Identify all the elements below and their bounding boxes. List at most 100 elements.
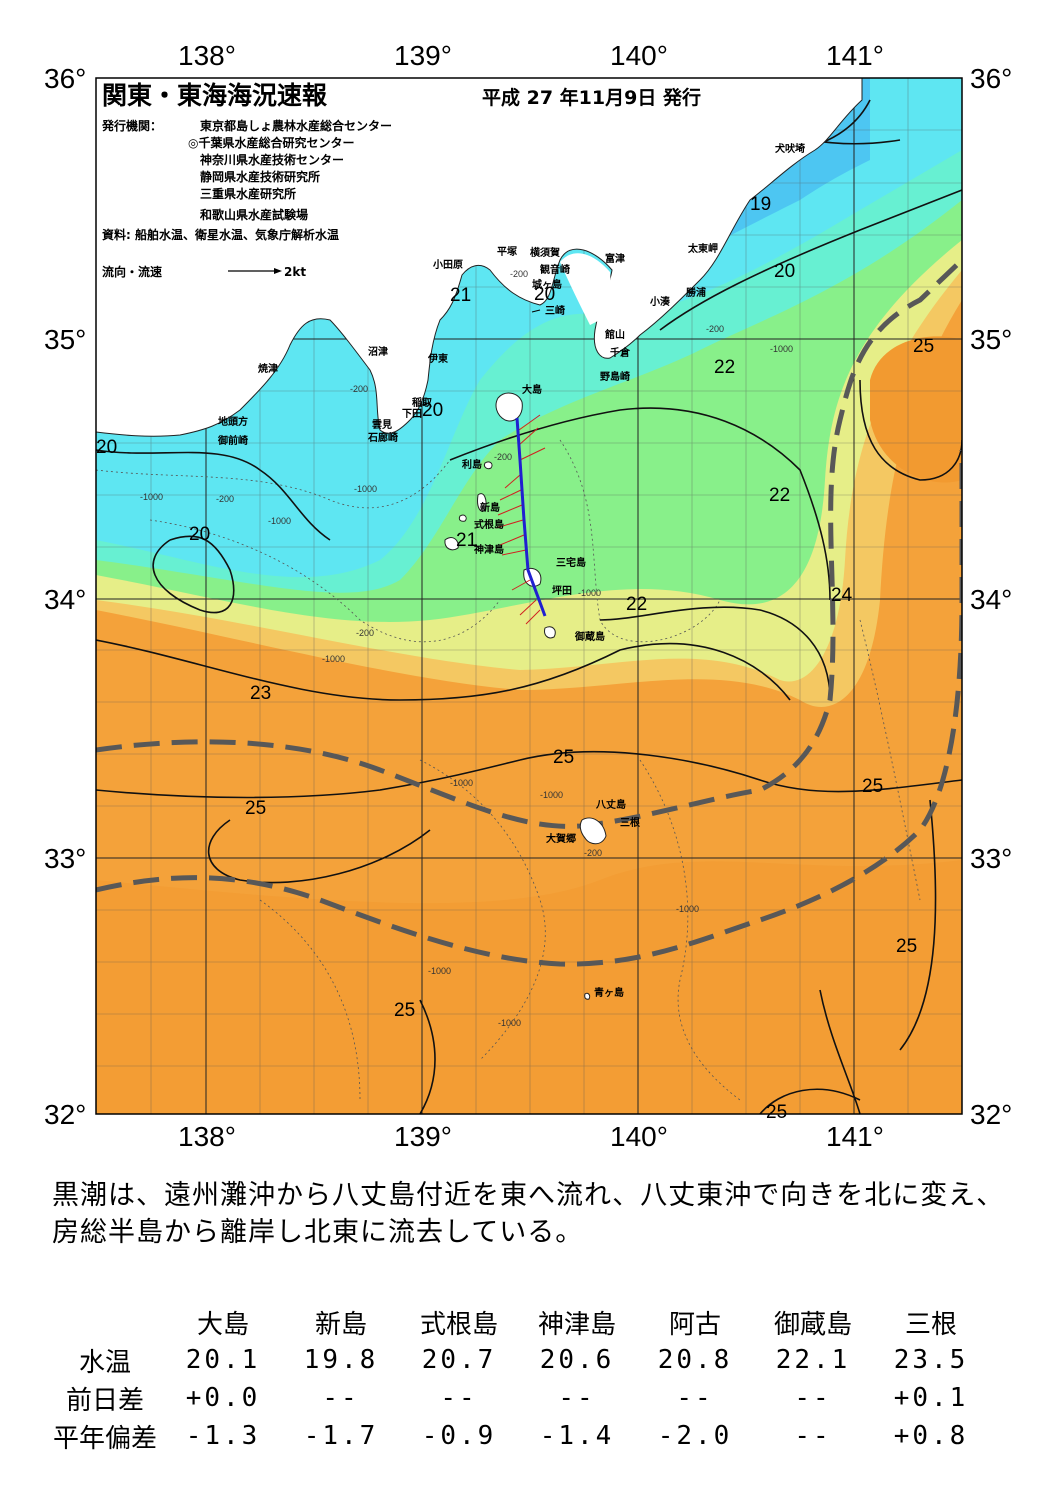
place-label: 大賀郷 <box>546 832 576 845</box>
table-cell: -- <box>322 1383 360 1413</box>
row-header: 水温 <box>78 1347 131 1378</box>
column-header: 神津島 <box>537 1309 616 1340</box>
island-niijima <box>477 493 487 512</box>
place-label: 御蔵島 <box>574 630 605 643</box>
warm-core <box>870 336 962 483</box>
table-cell: +0.1 <box>893 1383 969 1413</box>
table-cell: -- <box>676 1383 714 1413</box>
isotherm-label: 20 <box>189 524 210 545</box>
lat-label-right: 32° <box>970 1099 1012 1130</box>
place-label: 野島崎 <box>600 370 630 383</box>
table-cell: -- <box>794 1421 832 1451</box>
place-label: 平塚 <box>497 245 517 258</box>
table-cell: +0.0 <box>185 1383 261 1413</box>
place-label: 地頭方 <box>218 415 248 428</box>
depth-label: -200 <box>510 269 528 279</box>
place-label: 下田 <box>402 408 422 420</box>
isotherm-label: 20 <box>774 261 795 282</box>
table-cell: 20.7 <box>421 1345 497 1375</box>
lon-label-bottom: 141° <box>826 1121 884 1152</box>
island-aogashima <box>584 992 591 1000</box>
place-labels: 犬吠埼 太東岬 勝浦 小湊 富津 館山 千倉 野島崎 横須賀 観音崎 平塚 城ヶ… <box>217 142 805 999</box>
isotherm-label: 24 <box>831 585 853 606</box>
axis-labels: 138° 139° 140° 141° 138° 139° 140° 141° … <box>44 40 1012 1152</box>
flow-legend-arrow <box>228 268 282 274</box>
place-label: 三崎 <box>545 304 565 317</box>
place-label: 稲取 <box>412 396 433 409</box>
place-label: 式根島 <box>474 518 504 531</box>
issuer-item: 静岡県水産技術研究所 <box>200 169 320 184</box>
table-cell: -- <box>440 1383 478 1413</box>
isotherm-label: 25 <box>896 936 917 957</box>
island-toshima <box>484 461 493 470</box>
table-cell: 20.6 <box>539 1345 615 1375</box>
island-kozushima <box>444 537 459 551</box>
place-label: 八丈島 <box>595 798 626 811</box>
column-header: 新島 <box>314 1309 367 1340</box>
place-label: 城ヶ島 <box>532 278 562 291</box>
island-oshima <box>495 392 523 422</box>
table-cell: -1.7 <box>303 1421 379 1451</box>
table-cell: 22.1 <box>775 1345 851 1375</box>
lon-label-top: 140° <box>610 40 668 71</box>
island-mikurajima <box>544 626 556 639</box>
issue-date: 平成 27 年11月9日 発行 <box>482 86 701 109</box>
place-label: 横須賀 <box>530 246 560 259</box>
lat-label-right: 34° <box>970 584 1012 615</box>
place-label: 勝浦 <box>686 286 706 299</box>
warm-zone-south <box>96 860 962 1114</box>
island-shikinejima <box>458 514 467 522</box>
land-honshu <box>96 78 863 437</box>
place-label: 大島 <box>522 383 542 396</box>
place-label: 伊東 <box>427 352 448 365</box>
map-title: 関東・東海海況速報 <box>102 81 328 110</box>
place-label: 沼津 <box>368 345 388 358</box>
isotherm-label: 25 <box>862 776 883 797</box>
data-source: 資料: 船舶水温、衛星水温、気象庁解析水温 <box>102 227 339 242</box>
place-label: 雲見 <box>372 419 392 431</box>
column-header: 御蔵島 <box>773 1309 852 1340</box>
flow-legend-label: 流向・流速 <box>102 264 162 279</box>
table-cell: 20.1 <box>185 1345 261 1375</box>
lat-label-left: 35° <box>44 324 86 355</box>
lat-label-left: 36° <box>44 63 86 94</box>
place-label: 観音崎 <box>540 263 570 276</box>
lat-label-left: 32° <box>44 1099 86 1130</box>
corner-cell <box>46 1303 164 1341</box>
issuer-label: 発行機関： <box>101 118 162 133</box>
place-label: 三宅島 <box>556 556 586 569</box>
issuer-item: 三重県水産研究所 <box>200 186 296 201</box>
column-header: 阿古 <box>668 1309 721 1340</box>
issuer-item: 神奈川県水産技術センター <box>200 152 344 167</box>
table-cell: -1.4 <box>539 1421 615 1451</box>
issuer-item: 和歌山県水産試験場 <box>199 207 308 222</box>
depth-label: -1000 <box>676 904 699 914</box>
depth-label: -200 <box>706 324 724 334</box>
isotherm-label: 25 <box>553 747 574 768</box>
place-label: 坪田 <box>552 584 572 597</box>
place-label: 御前崎 <box>217 434 248 447</box>
lat-label-right: 35° <box>970 324 1012 355</box>
place-label: 千倉 <box>610 346 631 359</box>
station-temperature-table: 大島 新島 式根島 神津島 阿古 御蔵島 三根 水温 20.1 19.8 20.… <box>46 1303 990 1455</box>
depth-label: -1000 <box>450 778 473 788</box>
lon-label-top: 138° <box>178 40 236 71</box>
depth-label: -1000 <box>540 790 563 800</box>
place-label: 利島 <box>462 458 482 471</box>
lon-label-top: 141° <box>826 40 884 71</box>
isotherm-label: 25 <box>913 336 934 357</box>
table-row: 前日差 +0.0 -- -- -- -- -- +0.1 <box>46 1379 990 1417</box>
depth-label: -1000 <box>322 654 345 664</box>
map-frame <box>95 77 963 1115</box>
lon-label-bottom: 140° <box>610 1121 668 1152</box>
kuroshio-axis <box>96 258 962 967</box>
island-hachijojima <box>579 817 607 845</box>
lon-label-bottom: 139° <box>394 1121 452 1152</box>
lon-label-top: 139° <box>394 40 452 71</box>
depth-label: -1000 <box>770 344 793 354</box>
table-cell: -- <box>558 1383 596 1413</box>
place-label: 三根 <box>620 816 640 829</box>
table-cell: 23.5 <box>893 1345 969 1375</box>
isotherm-label: 19 <box>750 194 771 215</box>
survey-track <box>495 414 547 625</box>
